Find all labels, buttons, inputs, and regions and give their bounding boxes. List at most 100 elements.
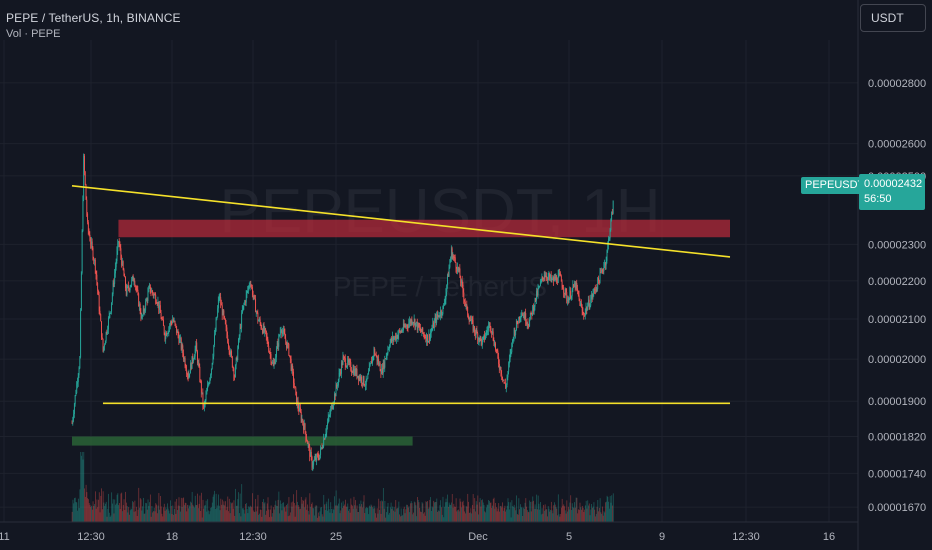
candle-body bbox=[136, 289, 138, 291]
candle-body bbox=[290, 355, 291, 359]
candle-body bbox=[556, 276, 558, 283]
candle-body bbox=[360, 376, 362, 380]
volume-bar bbox=[513, 506, 514, 522]
candle-body bbox=[224, 316, 226, 319]
candle-body bbox=[367, 374, 369, 379]
candle-body bbox=[564, 288, 566, 294]
volume-bar bbox=[492, 498, 494, 522]
candle-body bbox=[305, 431, 307, 439]
candle-body bbox=[247, 289, 249, 291]
volume-bar bbox=[448, 502, 450, 522]
volume-bar bbox=[485, 507, 487, 522]
price-tick-label: 0.00001670 bbox=[868, 502, 926, 514]
candle-body bbox=[396, 335, 398, 339]
candle-body bbox=[552, 277, 554, 280]
volume-bar bbox=[269, 517, 270, 522]
volume-bar bbox=[171, 514, 173, 522]
volume-bar bbox=[301, 503, 303, 522]
candle-body bbox=[319, 454, 321, 460]
candle-body bbox=[249, 285, 250, 287]
candle-body bbox=[565, 288, 567, 293]
volume-legend[interactable]: Vol · PEPE bbox=[6, 28, 61, 40]
volume-bar bbox=[582, 507, 584, 522]
volume-bar bbox=[112, 503, 113, 522]
candle-body bbox=[160, 312, 162, 319]
volume-bar bbox=[166, 503, 168, 522]
candle-body bbox=[151, 290, 153, 293]
volume-bar bbox=[526, 506, 527, 522]
candle-body bbox=[135, 285, 137, 287]
candle-body bbox=[427, 341, 429, 343]
volume-bar bbox=[195, 505, 197, 522]
candle-body bbox=[334, 393, 335, 403]
volume-bar bbox=[107, 508, 109, 522]
candle-body bbox=[502, 379, 504, 381]
candle-body bbox=[348, 361, 350, 363]
chart-legend-title[interactable]: PEPE / TetherUS, 1h, BINANCE bbox=[6, 11, 181, 25]
volume-bar bbox=[341, 502, 342, 522]
candle-body bbox=[609, 238, 610, 240]
candle-body bbox=[474, 326, 476, 333]
candle-body bbox=[597, 277, 599, 289]
volume-bar bbox=[228, 511, 229, 522]
currency-button[interactable]: USDT bbox=[860, 4, 926, 32]
volume-bar bbox=[518, 498, 520, 522]
volume-bar bbox=[471, 504, 473, 522]
volume-bar bbox=[467, 493, 469, 522]
candle-body bbox=[537, 288, 539, 296]
candle-body bbox=[154, 294, 156, 296]
candle-body bbox=[323, 438, 325, 447]
candle-body bbox=[117, 242, 119, 251]
volume-bar bbox=[110, 515, 112, 522]
volume-bar bbox=[328, 509, 330, 522]
volume-bar bbox=[398, 501, 400, 522]
volume-bar bbox=[389, 507, 391, 522]
volume-bar bbox=[324, 510, 326, 522]
candle-body bbox=[215, 319, 217, 331]
time-axis[interactable]: 11 12:30 18 12:30 25 Dec 5 9 12:30 16 bbox=[0, 521, 858, 543]
price-tick-label: 0.00002600 bbox=[868, 139, 926, 151]
candle-body bbox=[381, 367, 383, 375]
volume-bar bbox=[605, 501, 607, 522]
candle-body bbox=[386, 355, 387, 359]
volume-bar bbox=[157, 505, 159, 522]
candle-body bbox=[531, 312, 533, 316]
volume-bar bbox=[578, 510, 580, 522]
volume-bar bbox=[160, 506, 162, 522]
candle-body bbox=[172, 319, 174, 323]
candle-body bbox=[589, 305, 591, 308]
candle-body bbox=[195, 342, 197, 350]
volume-bar bbox=[461, 502, 463, 522]
volume-bar bbox=[258, 514, 260, 522]
volume-bar bbox=[322, 516, 324, 522]
volume-bar bbox=[120, 493, 122, 522]
volume-bar bbox=[121, 492, 123, 522]
candle-body bbox=[445, 291, 447, 300]
volume-bar bbox=[218, 494, 219, 522]
volume-bar bbox=[112, 499, 114, 522]
candle-body bbox=[594, 289, 596, 290]
candle-body bbox=[564, 292, 565, 294]
volume-bar bbox=[596, 506, 598, 522]
volume-bar bbox=[524, 502, 526, 522]
candle-body bbox=[566, 292, 568, 301]
volume-bar bbox=[268, 509, 270, 522]
candle-body bbox=[266, 330, 267, 337]
volume-bar bbox=[264, 502, 266, 522]
candle-body bbox=[201, 381, 202, 393]
candle-body bbox=[404, 325, 406, 327]
volume-bar bbox=[314, 506, 316, 522]
candle-body bbox=[607, 244, 609, 251]
candle-body bbox=[553, 277, 555, 282]
volume-bar bbox=[559, 516, 561, 522]
candle-body bbox=[317, 454, 318, 456]
candle-body bbox=[581, 306, 583, 312]
candle-body bbox=[277, 343, 279, 347]
volume-bar bbox=[261, 516, 263, 522]
volume-bar bbox=[279, 513, 281, 522]
volume-bar bbox=[315, 505, 317, 522]
price-axis[interactable]: 0.000028000.000026000.000025000.00002300… bbox=[857, 0, 926, 550]
volume-bar bbox=[400, 508, 402, 522]
trendline-annotations bbox=[71, 184, 731, 405]
